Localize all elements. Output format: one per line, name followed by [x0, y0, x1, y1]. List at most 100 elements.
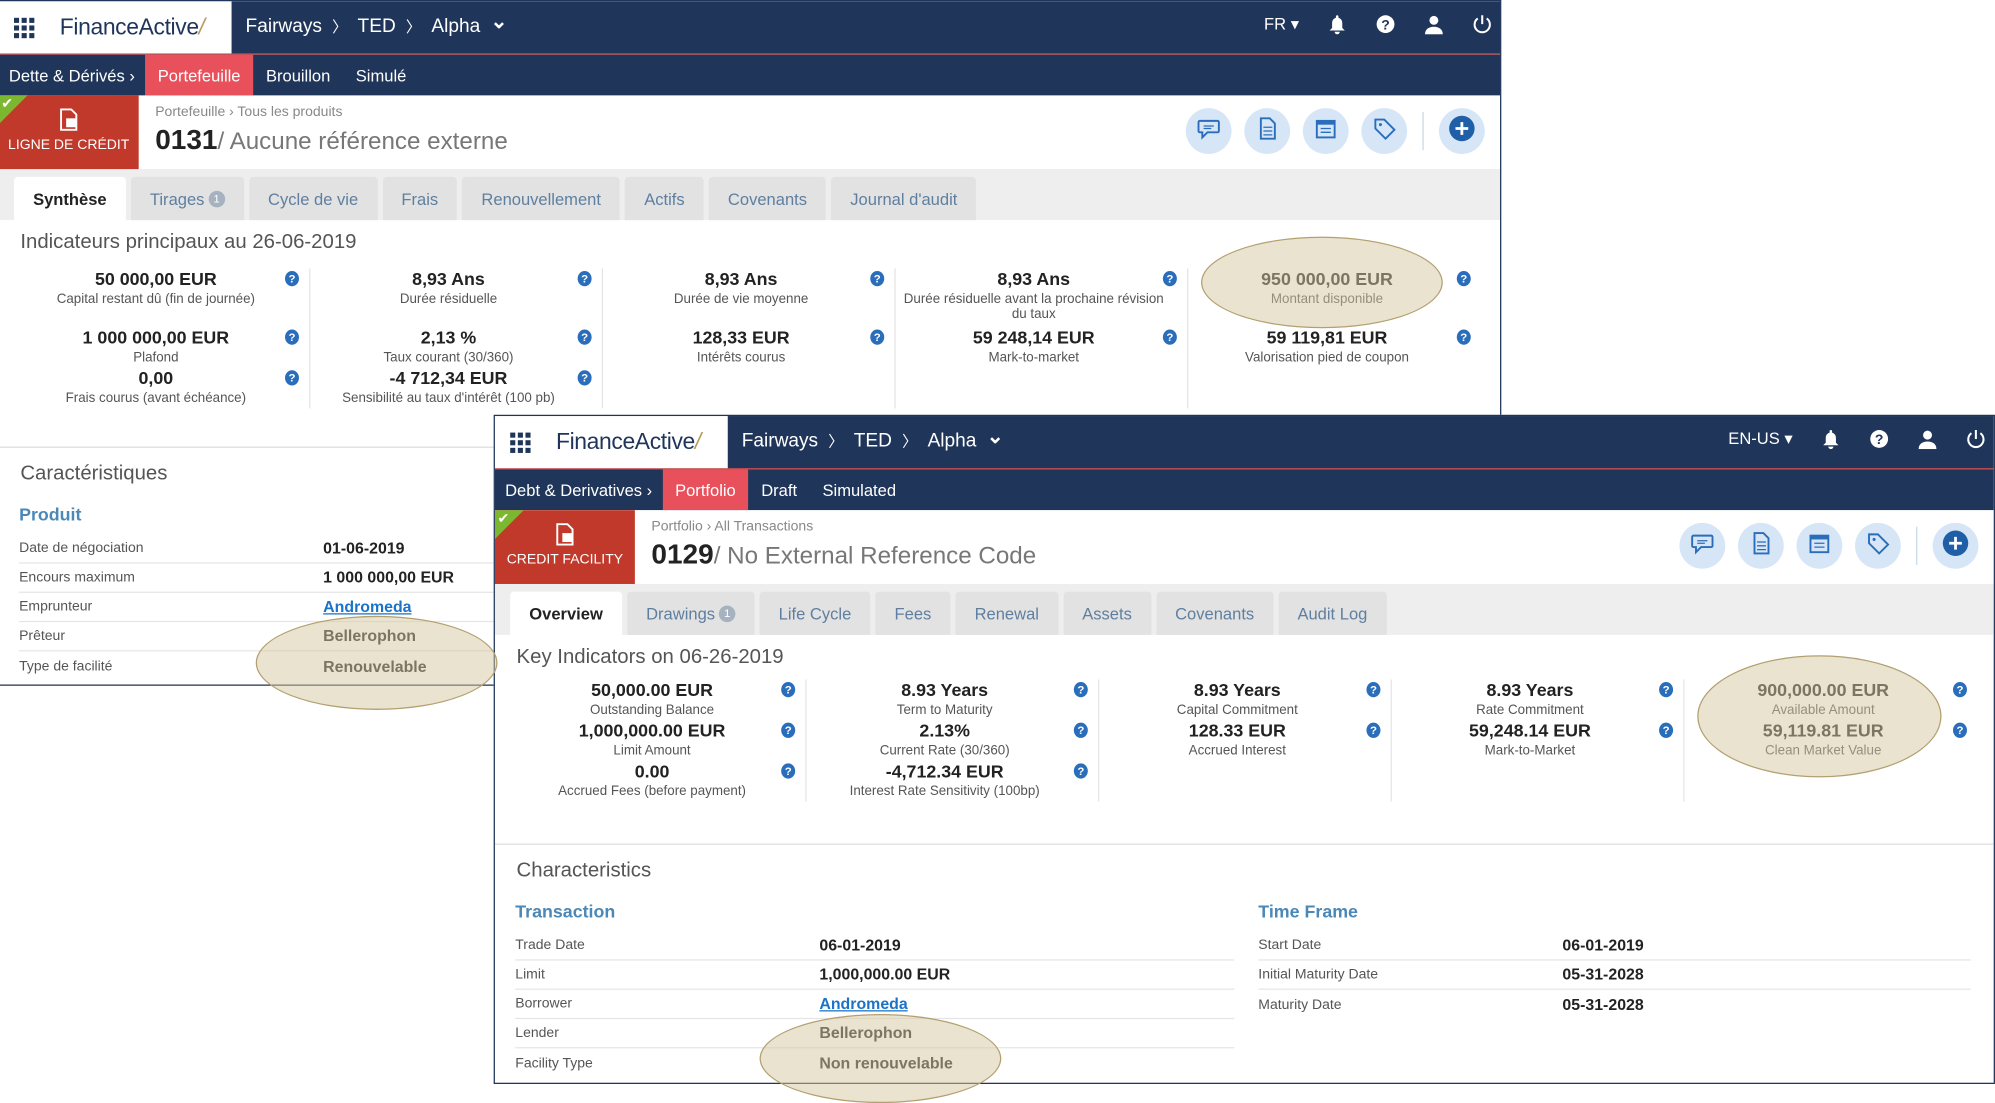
tab-covenants[interactable]: Covenants: [708, 176, 827, 221]
tab-assets[interactable]: Assets: [1063, 591, 1151, 635]
user-icon[interactable]: [1424, 14, 1444, 35]
apps-grid-icon[interactable]: [13, 17, 35, 38]
chevron-down-icon[interactable]: ⌄: [986, 425, 1004, 448]
indicator: 950 000,00 EUR Montant disponible?: [1188, 268, 1481, 327]
user-icon[interactable]: [1917, 429, 1937, 450]
bell-icon[interactable]: [1821, 429, 1841, 450]
section-menu[interactable]: Dette & Dérivés ›: [8, 65, 135, 85]
power-icon[interactable]: [1966, 429, 1986, 449]
info-icon[interactable]: ?: [1162, 270, 1177, 287]
tab-covenants[interactable]: Covenants: [1156, 591, 1274, 635]
help-icon[interactable]: ?: [1869, 429, 1889, 449]
info-icon[interactable]: ?: [1456, 270, 1471, 287]
tab-journal-d-audit[interactable]: Journal d'audit: [831, 176, 977, 221]
add-button[interactable]: [1932, 522, 1979, 569]
language-selector[interactable]: FR ▾: [1264, 14, 1299, 34]
page-breadcrumb[interactable]: Portfolio › All Transactions: [651, 519, 814, 535]
tab-actifs[interactable]: Actifs: [625, 176, 704, 221]
comment-button[interactable]: [1679, 522, 1726, 569]
tab-frais[interactable]: Frais: [382, 176, 458, 221]
info-icon[interactable]: ?: [1366, 681, 1381, 698]
document-button[interactable]: [1244, 108, 1291, 154]
info-icon[interactable]: ?: [1073, 763, 1088, 779]
tab-renewal[interactable]: Renewal: [955, 591, 1059, 635]
info-icon[interactable]: ?: [284, 329, 299, 345]
breadcrumb-item-fairways[interactable]: Fairways: [741, 430, 819, 452]
info-icon[interactable]: ?: [284, 370, 299, 386]
header-actions: [1185, 108, 1485, 154]
tag-button[interactable]: [1361, 108, 1408, 154]
breadcrumb-item-ted[interactable]: TED: [357, 15, 396, 37]
breadcrumb-item-alpha[interactable]: Alpha: [927, 430, 977, 452]
tab-life-cycle[interactable]: Life Cycle: [759, 591, 871, 635]
info-icon[interactable]: ?: [1456, 329, 1471, 345]
borrower-link[interactable]: Andromeda: [323, 597, 412, 616]
tab-bar: Overview Drawings 1 Life Cycle Fees Renewal As…: [494, 583, 1994, 635]
subnav-portfolio[interactable]: Portfolio: [662, 469, 749, 511]
info-icon[interactable]: ?: [1073, 722, 1088, 738]
tag-button[interactable]: [1855, 522, 1901, 569]
tab-drawings[interactable]: Drawings 1: [627, 591, 755, 635]
info-icon[interactable]: ?: [1659, 681, 1674, 698]
info-icon[interactable]: ?: [1366, 722, 1381, 738]
document-button[interactable]: [1737, 522, 1784, 569]
tab-label: Life Cycle: [778, 603, 852, 623]
subnav-simulé[interactable]: Simulé: [355, 65, 407, 85]
tab-label: Covenants: [1175, 603, 1255, 623]
info-icon[interactable]: ?: [870, 329, 885, 345]
power-icon[interactable]: [1472, 14, 1492, 34]
comment-button[interactable]: [1185, 108, 1232, 154]
language-selector[interactable]: EN-US ▾: [1728, 429, 1792, 449]
add-button[interactable]: [1438, 108, 1485, 154]
apps-grid-icon[interactable]: [510, 431, 531, 453]
tab-cycle-de-vie[interactable]: Cycle de vie: [248, 176, 378, 221]
breadcrumb-item-fairways[interactable]: Fairways: [245, 15, 322, 37]
info-icon[interactable]: ?: [1073, 681, 1088, 698]
caret-down-icon: ▾: [1779, 428, 1793, 448]
indicator-label: Sensibilité au taux d'intérêt (100 pb): [342, 390, 555, 406]
info-icon[interactable]: ?: [284, 270, 299, 287]
indicator: 59,119.81 EUR Clean Market Value?: [1685, 720, 1978, 761]
info-icon[interactable]: ?: [577, 329, 592, 345]
section-menu[interactable]: Debt & Derivatives ›: [505, 480, 653, 500]
characteristic-row: Lender Bellerophon: [515, 1019, 1235, 1049]
chevron-down-icon[interactable]: ⌄: [490, 10, 508, 33]
indicator-value: 2.13%: [919, 720, 970, 741]
breadcrumb-item-ted[interactable]: TED: [853, 430, 892, 452]
subnav-draft[interactable]: Draft: [761, 480, 798, 500]
help-icon[interactable]: ?: [1375, 14, 1395, 34]
info-icon[interactable]: ?: [577, 370, 592, 386]
tab-label: Covenants: [727, 188, 808, 209]
calendar-button[interactable]: [1796, 522, 1843, 569]
indicator: 128.33 EUR Accrued Interest?: [1099, 720, 1390, 761]
info-icon[interactable]: ?: [1162, 329, 1177, 345]
tab-tirages[interactable]: Tirages 1: [130, 176, 244, 221]
info-icon[interactable]: ?: [781, 681, 796, 698]
tab-audit-log[interactable]: Audit Log: [1278, 591, 1387, 635]
tab-label: Actifs: [644, 188, 685, 209]
subnav-simulated[interactable]: Simulated: [822, 480, 897, 500]
info-icon[interactable]: ?: [1952, 681, 1967, 698]
indicator: 59 119,81 EUR Valorisation pied de coupon…: [1188, 327, 1481, 368]
indicator: 59,248.14 EUR Mark-to-Market?: [1392, 720, 1683, 761]
info-icon[interactable]: ?: [781, 763, 796, 779]
tab-fees[interactable]: Fees: [875, 591, 951, 635]
page-breadcrumb[interactable]: Portefeuille › Tous les produits: [155, 104, 343, 120]
info-icon[interactable]: ?: [1952, 722, 1967, 738]
tab-overview[interactable]: Overview: [510, 591, 622, 635]
tab-label: Assets: [1082, 603, 1132, 623]
breadcrumb-item-alpha[interactable]: Alpha: [431, 15, 481, 37]
calendar-button[interactable]: [1302, 108, 1349, 154]
bell-icon[interactable]: [1327, 14, 1347, 35]
tab-renouvellement[interactable]: Renouvellement: [462, 176, 621, 221]
info-icon[interactable]: ?: [870, 270, 885, 287]
borrower-link[interactable]: Andromeda: [819, 994, 908, 1013]
tab-label: Cycle de vie: [268, 188, 359, 209]
info-icon[interactable]: ?: [577, 270, 592, 287]
info-icon[interactable]: ?: [1659, 722, 1674, 738]
info-icon[interactable]: ?: [781, 722, 796, 738]
indicator: 1 000 000,00 EUR Plafond?: [18, 327, 309, 368]
subnav-brouillon[interactable]: Brouillon: [265, 65, 331, 85]
subnav-portefeuille[interactable]: Portefeuille: [145, 54, 254, 96]
tab-synthèse[interactable]: Synthèse: [13, 176, 126, 221]
